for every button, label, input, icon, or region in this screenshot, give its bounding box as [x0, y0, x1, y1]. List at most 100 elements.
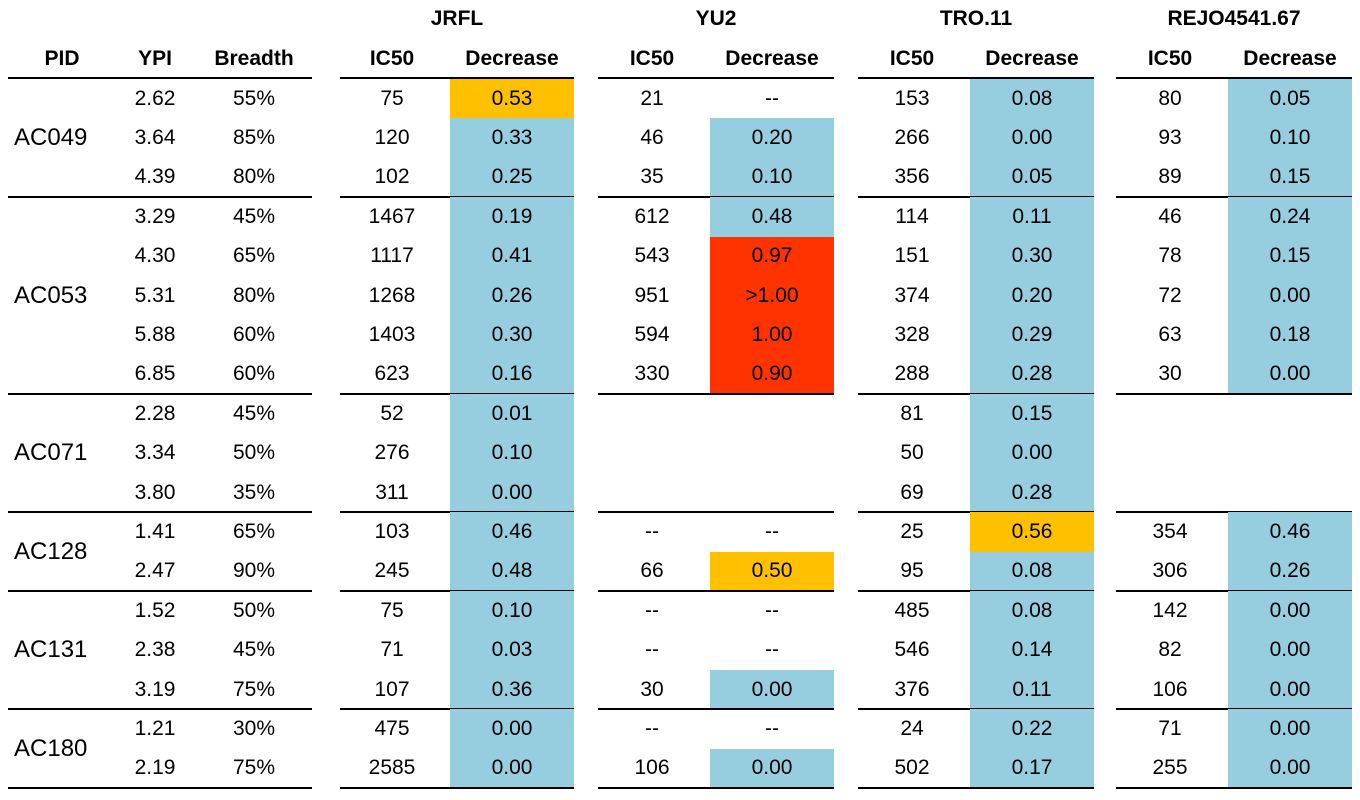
- ic50-cell: --: [645, 520, 659, 544]
- decrease-cell: [710, 473, 834, 512]
- column-header: Decrease: [1243, 47, 1337, 70]
- ic50-cell: 75: [380, 598, 404, 622]
- decrease-cell: 0.97: [710, 236, 834, 276]
- group-rule: [858, 787, 1094, 790]
- ic50-cell: 612: [634, 204, 670, 228]
- breadth-cell: 50%: [232, 441, 276, 465]
- ic50-cell: 89: [1158, 165, 1182, 189]
- decrease-cell: 0.50: [710, 551, 834, 592]
- ic50-cell: 475: [374, 717, 410, 741]
- header-rule: [340, 77, 574, 79]
- group-rule: [8, 393, 312, 396]
- ic50-cell: [598, 473, 706, 512]
- ic50-cell: [1116, 394, 1224, 433]
- decrease-cell: 0.10: [450, 433, 574, 473]
- decrease-cell: --: [765, 520, 779, 544]
- group-rule: [8, 511, 312, 514]
- group-header: YU2: [695, 7, 737, 30]
- ypi-cell: 3.34: [134, 441, 176, 465]
- ic50-cell: --: [645, 717, 659, 741]
- decrease-cell: 0.33: [450, 118, 574, 158]
- breadth-cell: 60%: [232, 323, 276, 347]
- ic50-cell: 93: [1158, 126, 1182, 150]
- decrease-cell: 0.00: [450, 748, 574, 789]
- ic50-cell: 52: [380, 401, 404, 425]
- column-header: IC50: [889, 47, 935, 70]
- ic50-cell: 120: [374, 126, 410, 150]
- ypi-cell: 6.85: [134, 362, 176, 386]
- decrease-cell: 0.15: [970, 394, 1094, 434]
- ic50-cell: 102: [374, 165, 410, 189]
- decrease-cell: 0.00: [710, 748, 834, 789]
- ic50-cell: [598, 394, 706, 433]
- column-header: YPI: [138, 47, 172, 70]
- ypi-cell: 4.39: [134, 165, 176, 189]
- decrease-cell: 0.00: [450, 473, 574, 513]
- ypi-cell: 1.52: [134, 598, 176, 622]
- decrease-cell: 0.00: [1228, 670, 1352, 710]
- decrease-cell: 0.56: [970, 512, 1094, 552]
- decrease-cell: 0.00: [710, 670, 834, 710]
- breadth-cell: 60%: [232, 362, 276, 386]
- group-rule: [8, 196, 312, 199]
- ypi-cell: 1.41: [134, 520, 176, 544]
- decrease-cell: --: [765, 638, 779, 662]
- ic50-cell: 276: [374, 441, 410, 465]
- ic50-cell: 71: [1158, 717, 1182, 741]
- header-rule: [598, 77, 834, 79]
- ypi-cell: 2.62: [134, 86, 176, 110]
- decrease-cell: 0.01: [450, 394, 574, 434]
- decrease-cell: 0.05: [970, 157, 1094, 198]
- decrease-cell: 0.22: [970, 709, 1094, 749]
- breadth-cell: 75%: [232, 756, 276, 780]
- group-header: JRFL: [430, 7, 484, 30]
- decrease-cell: 0.00: [1228, 709, 1352, 749]
- ypi-cell: 5.88: [134, 323, 176, 347]
- ic50-cell: 30: [640, 677, 664, 701]
- decrease-cell: 0.00: [1228, 748, 1352, 789]
- decrease-cell: 0.08: [970, 591, 1094, 631]
- header-rule: [858, 77, 1094, 79]
- decrease-cell: 0.15: [1228, 236, 1352, 276]
- breadth-cell: 80%: [232, 165, 276, 189]
- decrease-cell: 0.28: [970, 473, 1094, 513]
- ic50-cell: 71: [380, 638, 404, 662]
- ic50-cell: 485: [894, 598, 930, 622]
- ic50-cell: 103: [374, 520, 410, 544]
- column-header: Decrease: [465, 47, 559, 70]
- decrease-cell: 0.20: [970, 276, 1094, 316]
- breadth-cell: 80%: [232, 283, 276, 307]
- breadth-cell: 45%: [232, 638, 276, 662]
- pid-label: AC180: [14, 734, 88, 762]
- decrease-cell: --: [765, 598, 779, 622]
- decrease-cell: 0.11: [970, 670, 1094, 710]
- decrease-cell: [710, 434, 834, 473]
- decrease-cell: 0.48: [450, 551, 574, 592]
- group-rule: [1116, 393, 1352, 396]
- column-header: PID: [44, 47, 80, 70]
- ic50-cell: 306: [1152, 559, 1188, 583]
- column-header: Decrease: [985, 47, 1079, 70]
- ic50-cell: 330: [634, 362, 670, 386]
- pid-label: AC071: [14, 439, 88, 467]
- ic50-cell: 311: [375, 480, 409, 504]
- group-rule: [8, 787, 312, 790]
- ic50-cell: 623: [374, 362, 410, 386]
- decrease-cell: 0.10: [710, 157, 834, 198]
- decrease-cell: 0.28: [970, 354, 1094, 395]
- ic50-cell: 66: [640, 559, 664, 583]
- column-header: Decrease: [725, 47, 819, 70]
- decrease-cell: 0.00: [450, 709, 574, 749]
- ic50-cell: 376: [894, 677, 930, 701]
- ic50-cell: 2585: [368, 756, 416, 780]
- ic50-cell: 30: [1158, 362, 1182, 386]
- ic50-cell: 328: [894, 323, 930, 347]
- decrease-cell: 0.30: [450, 315, 574, 355]
- ypi-cell: 3.80: [134, 480, 176, 504]
- ic50-cell: [1116, 473, 1224, 512]
- column-header: Breadth: [214, 47, 294, 70]
- decrease-cell: 0.36: [450, 670, 574, 710]
- ic50-cell: 1403: [368, 323, 416, 347]
- decrease-cell: 0.00: [970, 118, 1094, 158]
